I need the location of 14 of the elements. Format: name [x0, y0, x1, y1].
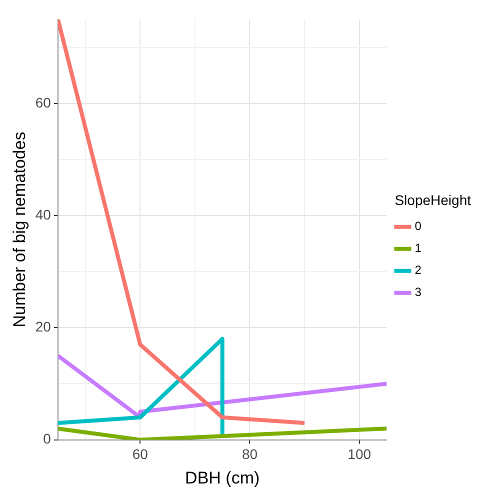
y-tick-label: 0 [43, 430, 52, 447]
legend-label: 0 [414, 219, 422, 234]
x-tick-label: 60 [132, 446, 148, 462]
y-tick-label: 20 [35, 318, 52, 335]
x-tick-label: 80 [242, 446, 258, 462]
y-tick-label: 40 [35, 206, 52, 222]
legend-label: 1 [414, 241, 422, 256]
legend-label: 3 [414, 285, 422, 300]
y-tick-label: 60 [35, 94, 52, 110]
x-tick-label: 100 [348, 446, 372, 462]
y-axis-title: Number of big nematodes [10, 132, 29, 328]
legend-title: SlopeHeight [394, 192, 472, 208]
legend-label: 2 [414, 263, 422, 278]
x-axis-title: DBH (cm) [185, 468, 260, 488]
